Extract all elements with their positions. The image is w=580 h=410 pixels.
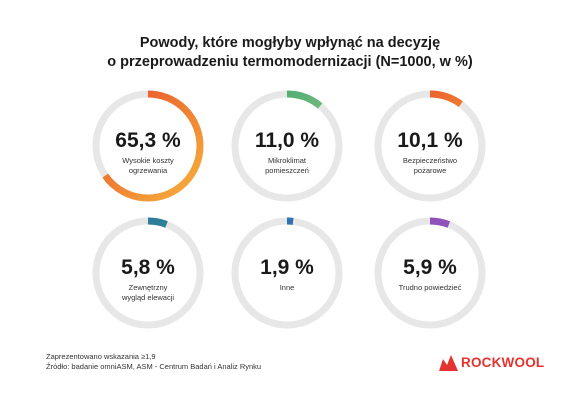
chart-title: Powody, które mogłyby wpłynąć na decyzję… (0, 34, 580, 72)
footnote-threshold: Zaprezentowano wskazania ≥1,9 (46, 352, 156, 361)
donut-category-label: Zewnętrzny (129, 283, 168, 292)
donut-category-label: wygląd elewacji (121, 293, 174, 302)
footnote: Zaprezentowano wskazania ≥1,9 Źródło: ba… (46, 352, 261, 372)
donut-category-label: Mikroklimat (268, 156, 307, 165)
donut-value-label: 10,1 % (397, 129, 463, 152)
rockwool-logo: ROCKWOOL (439, 353, 544, 371)
donut-value-label: 5,8 % (121, 256, 175, 279)
donut-category-label: Trudno powiedzieć (399, 283, 462, 292)
chart-title-line-1: Powody, które mogłyby wpłynąć na decyzję (139, 35, 441, 51)
donut-category-label: Inne (280, 283, 295, 292)
donut-value-label: 1,9 % (260, 256, 314, 279)
footnote-source: Źródło: badanie omniASM, ASM - Centrum B… (46, 362, 262, 371)
donut-value-arc (374, 217, 486, 329)
donut-5: 1,9 % Inne (231, 217, 343, 329)
donut-value-arc (92, 90, 204, 202)
donut-value-arc (231, 217, 343, 329)
donut-value-label: 11,0 % (255, 129, 320, 152)
chart-title-line-2: o przeprowadzeniu termomodernizacji (N=1… (107, 54, 473, 70)
donut-category-label: pomieszczeń (265, 166, 309, 175)
rockwool-logo-icon (439, 355, 458, 371)
donut-category-label: Bezpieczeństwo (403, 156, 457, 165)
donut-category-label: pożarowe (414, 166, 447, 175)
rockwool-logo-text: ROCKWOOL (461, 354, 545, 370)
donut-value-label: 65,3 % (115, 129, 181, 152)
donut-category-label: ogrzewania (129, 166, 168, 175)
donut-category-label: Wysokie koszty (122, 156, 174, 165)
donut-value-arc (92, 217, 204, 329)
donut-value-arc (374, 90, 486, 202)
donut-6: 5,9 % Trudno powiedzieć (374, 217, 486, 329)
donut-value-label: 5,9 % (403, 256, 457, 279)
donut-value-arc (231, 90, 343, 202)
